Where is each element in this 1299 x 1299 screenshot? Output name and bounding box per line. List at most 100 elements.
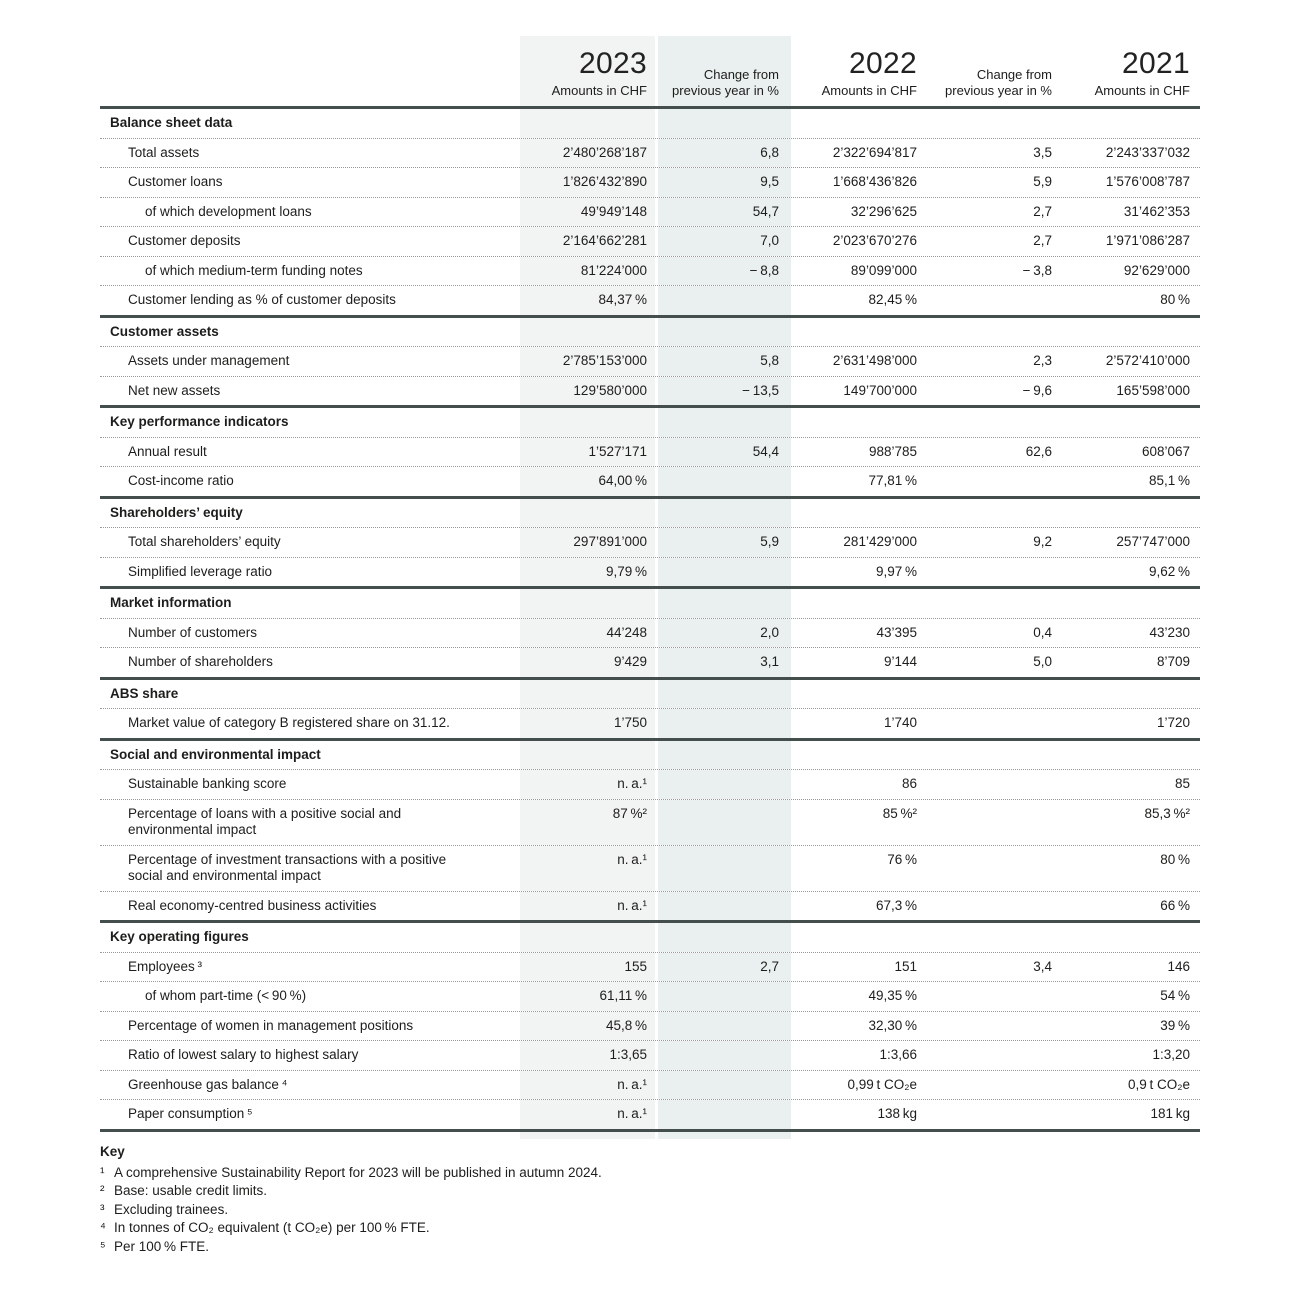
table-row: Percentage of loans with a positive soci… — [100, 798, 1200, 845]
cell-2022-amount: 9,97 % — [876, 563, 917, 579]
row-label: Employees ³ — [128, 958, 202, 974]
cell-change-from-2022 — [655, 557, 791, 586]
section-spacer — [791, 680, 927, 709]
section-spacer — [1062, 589, 1200, 618]
section-header-row: ABS share — [100, 679, 1200, 709]
cell-2022-amount: 2’023’670’276 — [832, 233, 917, 248]
header-change-2022-line2: previous year in % — [945, 83, 1052, 98]
section-shade-change — [655, 109, 791, 138]
row-label: Number of shareholders — [128, 654, 273, 669]
header-change-2022: Change from previous year in % — [927, 36, 1062, 106]
footnote-item: ² Base: usable credit limits. — [100, 1182, 1000, 1201]
table-row: Market value of category B registered sh… — [100, 708, 1200, 738]
section-header-row: Customer assets — [100, 317, 1200, 347]
cell-change-from-2022 — [655, 467, 791, 496]
cell-2021-amount: 608’067 — [1141, 443, 1190, 459]
row-label: Annual result — [128, 443, 207, 459]
section-title: Shareholders’ equity — [110, 504, 243, 520]
section-5: Market information Number of customers 44’… — [100, 589, 1200, 680]
section-1: Balance sheet data Total assets 2’480’268’… — [100, 109, 1200, 318]
section-spacer — [1062, 109, 1200, 138]
cell-2021-amount: 80 % — [1160, 851, 1190, 867]
cell-2021-amount: 2’243’337’032 — [1105, 144, 1190, 160]
header-sub-2022: Amounts in CHF — [821, 83, 917, 98]
cell-2021-amount: 8’709 — [1156, 654, 1190, 669]
cell-2023-amount: 49’949’148 — [520, 197, 655, 226]
section-shade-2023 — [520, 740, 655, 769]
cell-2022-amount: 988’785 — [868, 443, 917, 459]
cell-2021-amount: 1’971’086’287 — [1105, 233, 1190, 248]
cell-2023-amount: n. a.¹ — [520, 770, 655, 799]
header-year-2022: 2022 — [849, 47, 917, 80]
cell-change-from-2022 — [655, 845, 791, 891]
section-spacer — [927, 741, 1062, 770]
section-spacer — [927, 499, 1062, 528]
footnote-marker: ³ — [100, 1201, 105, 1217]
cell-2022-amount: 49,35 % — [868, 988, 918, 1003]
cell-2022-amount: 77,81 % — [868, 473, 918, 488]
table-row: Real economy-centred business activities… — [100, 890, 1200, 920]
cell-2021-amount: 181 kg — [1150, 1106, 1191, 1121]
shade-tail — [100, 1131, 1200, 1139]
row-label: of which medium-term funding notes — [145, 262, 363, 278]
table-row: Number of customers 44’248 2,0 43’395 0,4 43’… — [100, 617, 1200, 647]
cell-change-from-2022 — [655, 709, 791, 738]
table-row: Annual result 1’527’171 54,4 988’785 62,6 608… — [100, 436, 1200, 466]
section-shade-change — [655, 679, 791, 708]
section-title: Key operating figures — [110, 929, 249, 944]
tail-spacer — [791, 1132, 927, 1139]
section-shade-change — [655, 317, 791, 346]
header-year-2023: 2023 — [579, 47, 647, 80]
cell-change-from-2022 — [655, 1070, 791, 1099]
section-shade-2023 — [520, 317, 655, 346]
section-spacer — [791, 109, 927, 138]
cell-2021-amount: 85 — [1174, 776, 1190, 791]
cell-2021-amount: 31’462’353 — [1123, 203, 1190, 219]
row-label: Greenhouse gas balance ⁴ — [128, 1076, 288, 1092]
cell-2021-amount: 43’230 — [1149, 624, 1190, 640]
cell-2022-amount: 67,3 % — [876, 897, 917, 913]
cell-2022-amount: 281’429’000 — [843, 534, 917, 549]
row-label: Total shareholders’ equity — [128, 534, 281, 549]
cell-2023-amount: 2’480’268’187 — [520, 138, 655, 167]
footnotes-list: ¹ A comprehensive Sustainability Report f… — [100, 1164, 1000, 1257]
row-label: Cost-income ratio — [128, 473, 234, 488]
cell-change-from-2021: − 9,6 — [1022, 382, 1052, 398]
section-spacer — [791, 741, 927, 770]
cell-2021-amount: 54 % — [1160, 988, 1190, 1003]
footnote-item: ⁵ Per 100 % FTE. — [100, 1238, 1000, 1257]
table-row: Simplified leverage ratio 9,79 % 9,97 % 9,6… — [100, 556, 1200, 586]
cell-2023-amount: n. a.¹ — [520, 845, 655, 891]
cell-2021-amount: 257’747’000 — [1116, 534, 1190, 549]
header-change-2023-line1: Change from — [703, 67, 779, 82]
section-spacer — [1062, 923, 1200, 952]
footnote-item: ¹ A comprehensive Sustainability Report f… — [100, 1164, 1000, 1183]
section-3: Key performance indicators Annual result 1… — [100, 408, 1200, 499]
section-header-row: Market information — [100, 589, 1200, 618]
cell-change-from-2022: 3,1 — [655, 648, 791, 677]
cell-change-from-2021: 3,5 — [1033, 144, 1052, 160]
cell-2022-amount: 2’631’498’000 — [832, 353, 917, 368]
section-spacer — [927, 109, 1062, 138]
cell-2021-amount: 66 % — [1160, 897, 1190, 913]
cell-2021-amount: 39 % — [1160, 1017, 1190, 1033]
cell-2021-amount: 85,3 %² — [1144, 805, 1190, 821]
cell-2021-amount: 1’720 — [1156, 715, 1190, 730]
section-header-row: Social and environmental impact — [100, 740, 1200, 770]
cell-change-from-2022: 5,9 — [655, 528, 791, 557]
table-header: 2023 Amounts in CHF Change from previous… — [100, 36, 1200, 109]
footnotes: Key ¹ A comprehensive Sustainability Repo… — [100, 1143, 1000, 1256]
header-change-2023: Change from previous year in % — [655, 36, 791, 106]
section-spacer — [791, 318, 927, 347]
cell-2022-amount: 138 kg — [877, 1106, 918, 1121]
cell-2023-amount: 9,79 % — [520, 557, 655, 586]
section-spacer — [1062, 318, 1200, 347]
cell-change-from-2021: 5,9 — [1033, 174, 1052, 189]
section-spacer — [1062, 741, 1200, 770]
section-spacer — [927, 923, 1062, 952]
cell-change-from-2022: 5,8 — [655, 347, 791, 376]
section-spacer — [791, 499, 927, 528]
cell-change-from-2022: 6,8 — [655, 138, 791, 167]
section-4: Shareholders’ equity Total shareholders’ … — [100, 498, 1200, 589]
section-8: Key operating figures Employees ³ 155 2,7 15… — [100, 923, 1200, 1132]
